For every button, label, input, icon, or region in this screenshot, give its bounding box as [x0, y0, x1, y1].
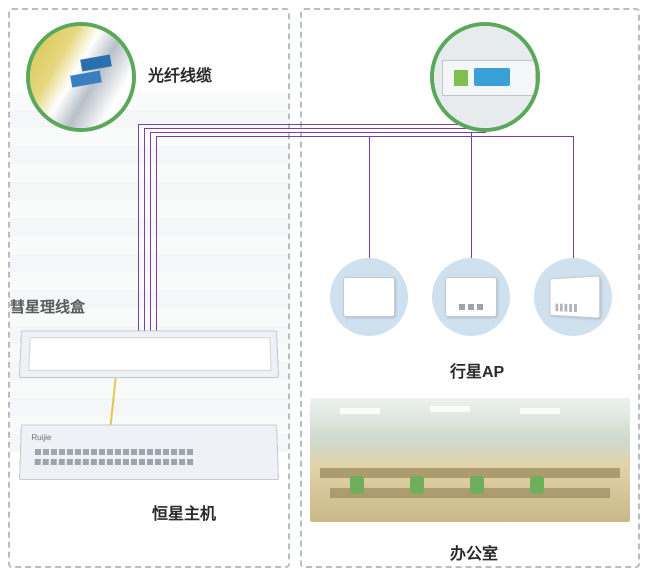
planet-ap-1	[330, 258, 408, 336]
office-label: 办公室	[450, 540, 498, 564]
ap-drop-3	[573, 136, 574, 262]
ap-device-icon	[343, 277, 395, 317]
bus-line-2	[144, 128, 484, 129]
planet-ap-label: 行星AP	[450, 358, 504, 382]
planet-ap-3	[534, 258, 612, 336]
planet-ap-2	[432, 258, 510, 336]
connector-module-node	[430, 22, 540, 132]
bus-line-3	[150, 132, 486, 133]
left-drop-3	[150, 132, 151, 334]
left-drop-2	[144, 128, 145, 334]
ap-drop-1	[369, 136, 370, 262]
connector-module-image	[434, 26, 536, 128]
comet-box-label: 彗星理线盒	[10, 296, 85, 317]
ap-h-1	[369, 136, 486, 137]
ap-drop-2	[471, 132, 472, 262]
star-host-switch: Ruijie	[19, 424, 279, 480]
ap-h-3	[486, 136, 574, 137]
fiber-cable-node	[26, 22, 136, 132]
office-photo	[310, 398, 630, 522]
star-host-label: 恒星主机	[152, 500, 216, 524]
left-drop-1	[138, 124, 139, 334]
fiber-cable-image	[30, 26, 132, 128]
left-drop-4	[156, 136, 157, 334]
bus-line-1	[138, 124, 482, 125]
ap-device-icon	[550, 275, 601, 318]
server-room-bg	[10, 92, 288, 452]
fiber-label: 光纤线缆	[148, 62, 212, 86]
ap-device-icon	[445, 277, 497, 317]
comet-patch-panel	[19, 330, 279, 378]
